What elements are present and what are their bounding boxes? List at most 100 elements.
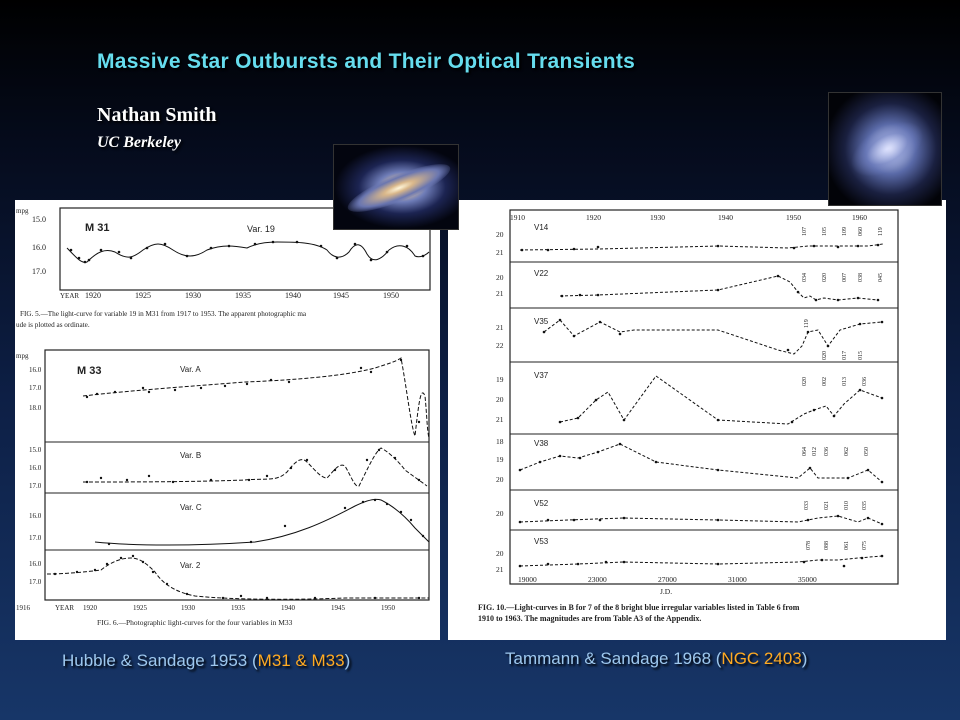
ngc-panel-label: V22 [534, 269, 549, 278]
m33-ytick: 17.0 [29, 482, 42, 490]
bottom-tick: 35000 [798, 575, 817, 584]
ngc-plate-mark: 119 [878, 227, 884, 236]
m33-ytick: 17.0 [29, 578, 42, 586]
ngc-ytick: 20 [496, 230, 504, 239]
m31-xtick: 1940 [285, 291, 301, 300]
credit-text: Hubble & Sandage 1953 ( [62, 651, 258, 670]
m33-panel-label: Var. 2 [180, 561, 201, 570]
m33-xtick: 1930 [181, 604, 196, 612]
m31-caption: FIG. 5.—The light-curve for variable 19 … [20, 310, 307, 318]
top-tick: 1920 [586, 213, 601, 222]
m33-xtick: 1925 [133, 604, 148, 612]
ngc-plate-mark: 075 [862, 541, 868, 550]
ngc-plate-mark: 035 [862, 501, 868, 510]
m33-panel-label: Var. C [180, 503, 202, 512]
ngc-ytick: 20 [496, 509, 504, 518]
ngc-plate-mark: 010 [844, 501, 850, 510]
ngc-panel-label: V14 [534, 223, 549, 232]
ngc-ytick: 20 [496, 549, 504, 558]
m33-panel-label: Var. B [180, 451, 201, 460]
m33-xtick: 1950 [381, 604, 396, 612]
ngc-plate-mark: 020 [802, 377, 808, 386]
ngc-plate-mark: 061 [844, 541, 850, 550]
ngc2403-figure: 1910 1920 1930 1940 1950 1960 V14 20 21 … [478, 209, 899, 623]
ngc-plate-mark: 002 [822, 377, 828, 386]
ngc-ytick: 20 [496, 395, 504, 404]
credit-text: Tammann & Sandage 1968 ( [505, 649, 722, 668]
m33-xlabel: YEAR [55, 604, 74, 612]
author-affiliation: UC Berkeley [97, 134, 181, 151]
m31-xtick: 1950 [383, 291, 399, 300]
m31-xtick: 1920 [85, 291, 101, 300]
m31-light-curve: mpg 15.0 16.0 17.0 M 31 Var. 19 YEAR 192… [16, 207, 431, 329]
ngc-plate-mark: 060 [858, 227, 864, 236]
ngc-plate-mark: 033 [804, 501, 810, 510]
credit-text: ) [801, 649, 808, 668]
spiral-galaxy-photo [828, 92, 942, 206]
ngc-plate-mark: 088 [824, 541, 830, 550]
ngc-caption: FIG. 10.—Light-curves in B for 7 of the … [478, 603, 800, 612]
ngc-plate-mark: 119 [804, 319, 810, 328]
ngc2403-figure-panel: 1910 1920 1930 1940 1950 1960 V14 20 21 … [448, 200, 946, 640]
bottom-tick: 27000 [658, 575, 677, 584]
ngc-ytick: 19 [496, 375, 504, 384]
bottom-tick: 23000 [588, 575, 607, 584]
m31-xtick: 1935 [235, 291, 251, 300]
top-tick: 1930 [650, 213, 665, 222]
m31-ytick: 15.0 [32, 215, 46, 224]
m31-variable-label: Var. 19 [247, 224, 275, 234]
m33-xtick: 1916 [16, 604, 31, 612]
m33-ytick: 16.0 [29, 512, 42, 520]
ngc-plate-mark: 020 [822, 273, 828, 282]
ngc-plate-mark: 013 [842, 377, 848, 386]
m33-xtick: 1945 [331, 604, 346, 612]
ngc-plate-mark: 007 [842, 273, 848, 282]
m31-ytick: 16.0 [32, 243, 46, 252]
ngc-plate-mark: 038 [858, 273, 864, 282]
ngc-plate-mark: 045 [878, 273, 884, 282]
m33-xtick: 1920 [83, 604, 98, 612]
ngc-plate-mark: 078 [806, 541, 812, 550]
bottom-tick: 19000 [518, 575, 537, 584]
m31-ytick: 17.0 [32, 267, 46, 276]
ngc-panel-label: V37 [534, 371, 549, 380]
m33-ytick: 15.0 [29, 446, 42, 454]
slide-title: Massive Star Outbursts and Their Optical… [97, 50, 636, 73]
ngc-caption: 1910 to 1963. The magnitudes are from Ta… [478, 614, 701, 623]
ngc-ytick: 20 [496, 475, 504, 484]
ngc-ytick: 21 [496, 565, 504, 574]
ngc-plate-mark: 036 [862, 377, 868, 386]
right-figure-credit: Tammann & Sandage 1968 (NGC 2403) [505, 649, 807, 669]
m33-ytick: 17.0 [29, 384, 42, 392]
m31-xlabel: YEAR [60, 292, 79, 300]
m33-light-curves: mpg M 33 Var. A 16.0 17.0 18.0 Var. B 15… [16, 349, 430, 627]
ngc-ytick: 21 [496, 323, 504, 332]
ngc-ytick: 19 [496, 455, 504, 464]
ngc-panel-label: V38 [534, 439, 549, 448]
m31-ylabel: mpg [16, 207, 29, 215]
m31-xtick: 1945 [333, 291, 349, 300]
ngc-plate-mark: 021 [824, 501, 830, 510]
ngc-panel-label: V52 [534, 499, 549, 508]
ngc-ytick: 21 [496, 248, 504, 257]
m33-panel-label: Var. A [180, 365, 201, 374]
ngc-plate-mark: 062 [844, 447, 850, 456]
ngc-plate-mark: 034 [802, 273, 808, 282]
ngc-panel-label: V53 [534, 537, 549, 546]
ngc-plate-mark: 036 [824, 447, 830, 456]
m31-caption: ude is plotted as ordinate. [16, 321, 90, 329]
m33-xtick: 1935 [231, 604, 246, 612]
ngc-plate-mark: 064 [802, 447, 808, 456]
m33-xtick: 1940 [281, 604, 296, 612]
ngc-ytick: 21 [496, 289, 504, 298]
m33-ytick: 17.0 [29, 534, 42, 542]
ngc-panel-label: V35 [534, 317, 549, 326]
top-tick: 1940 [718, 213, 733, 222]
ngc-xlabel: J.D. [660, 587, 672, 596]
ngc-plate-mark: 015 [858, 351, 864, 360]
ngc-plate-mark: 017 [842, 351, 848, 360]
credit-highlight: M31 & M33 [257, 651, 345, 670]
m33-ytick: 16.0 [29, 366, 42, 374]
top-tick: 1910 [510, 213, 525, 222]
credit-highlight: NGC 2403 [721, 649, 802, 668]
